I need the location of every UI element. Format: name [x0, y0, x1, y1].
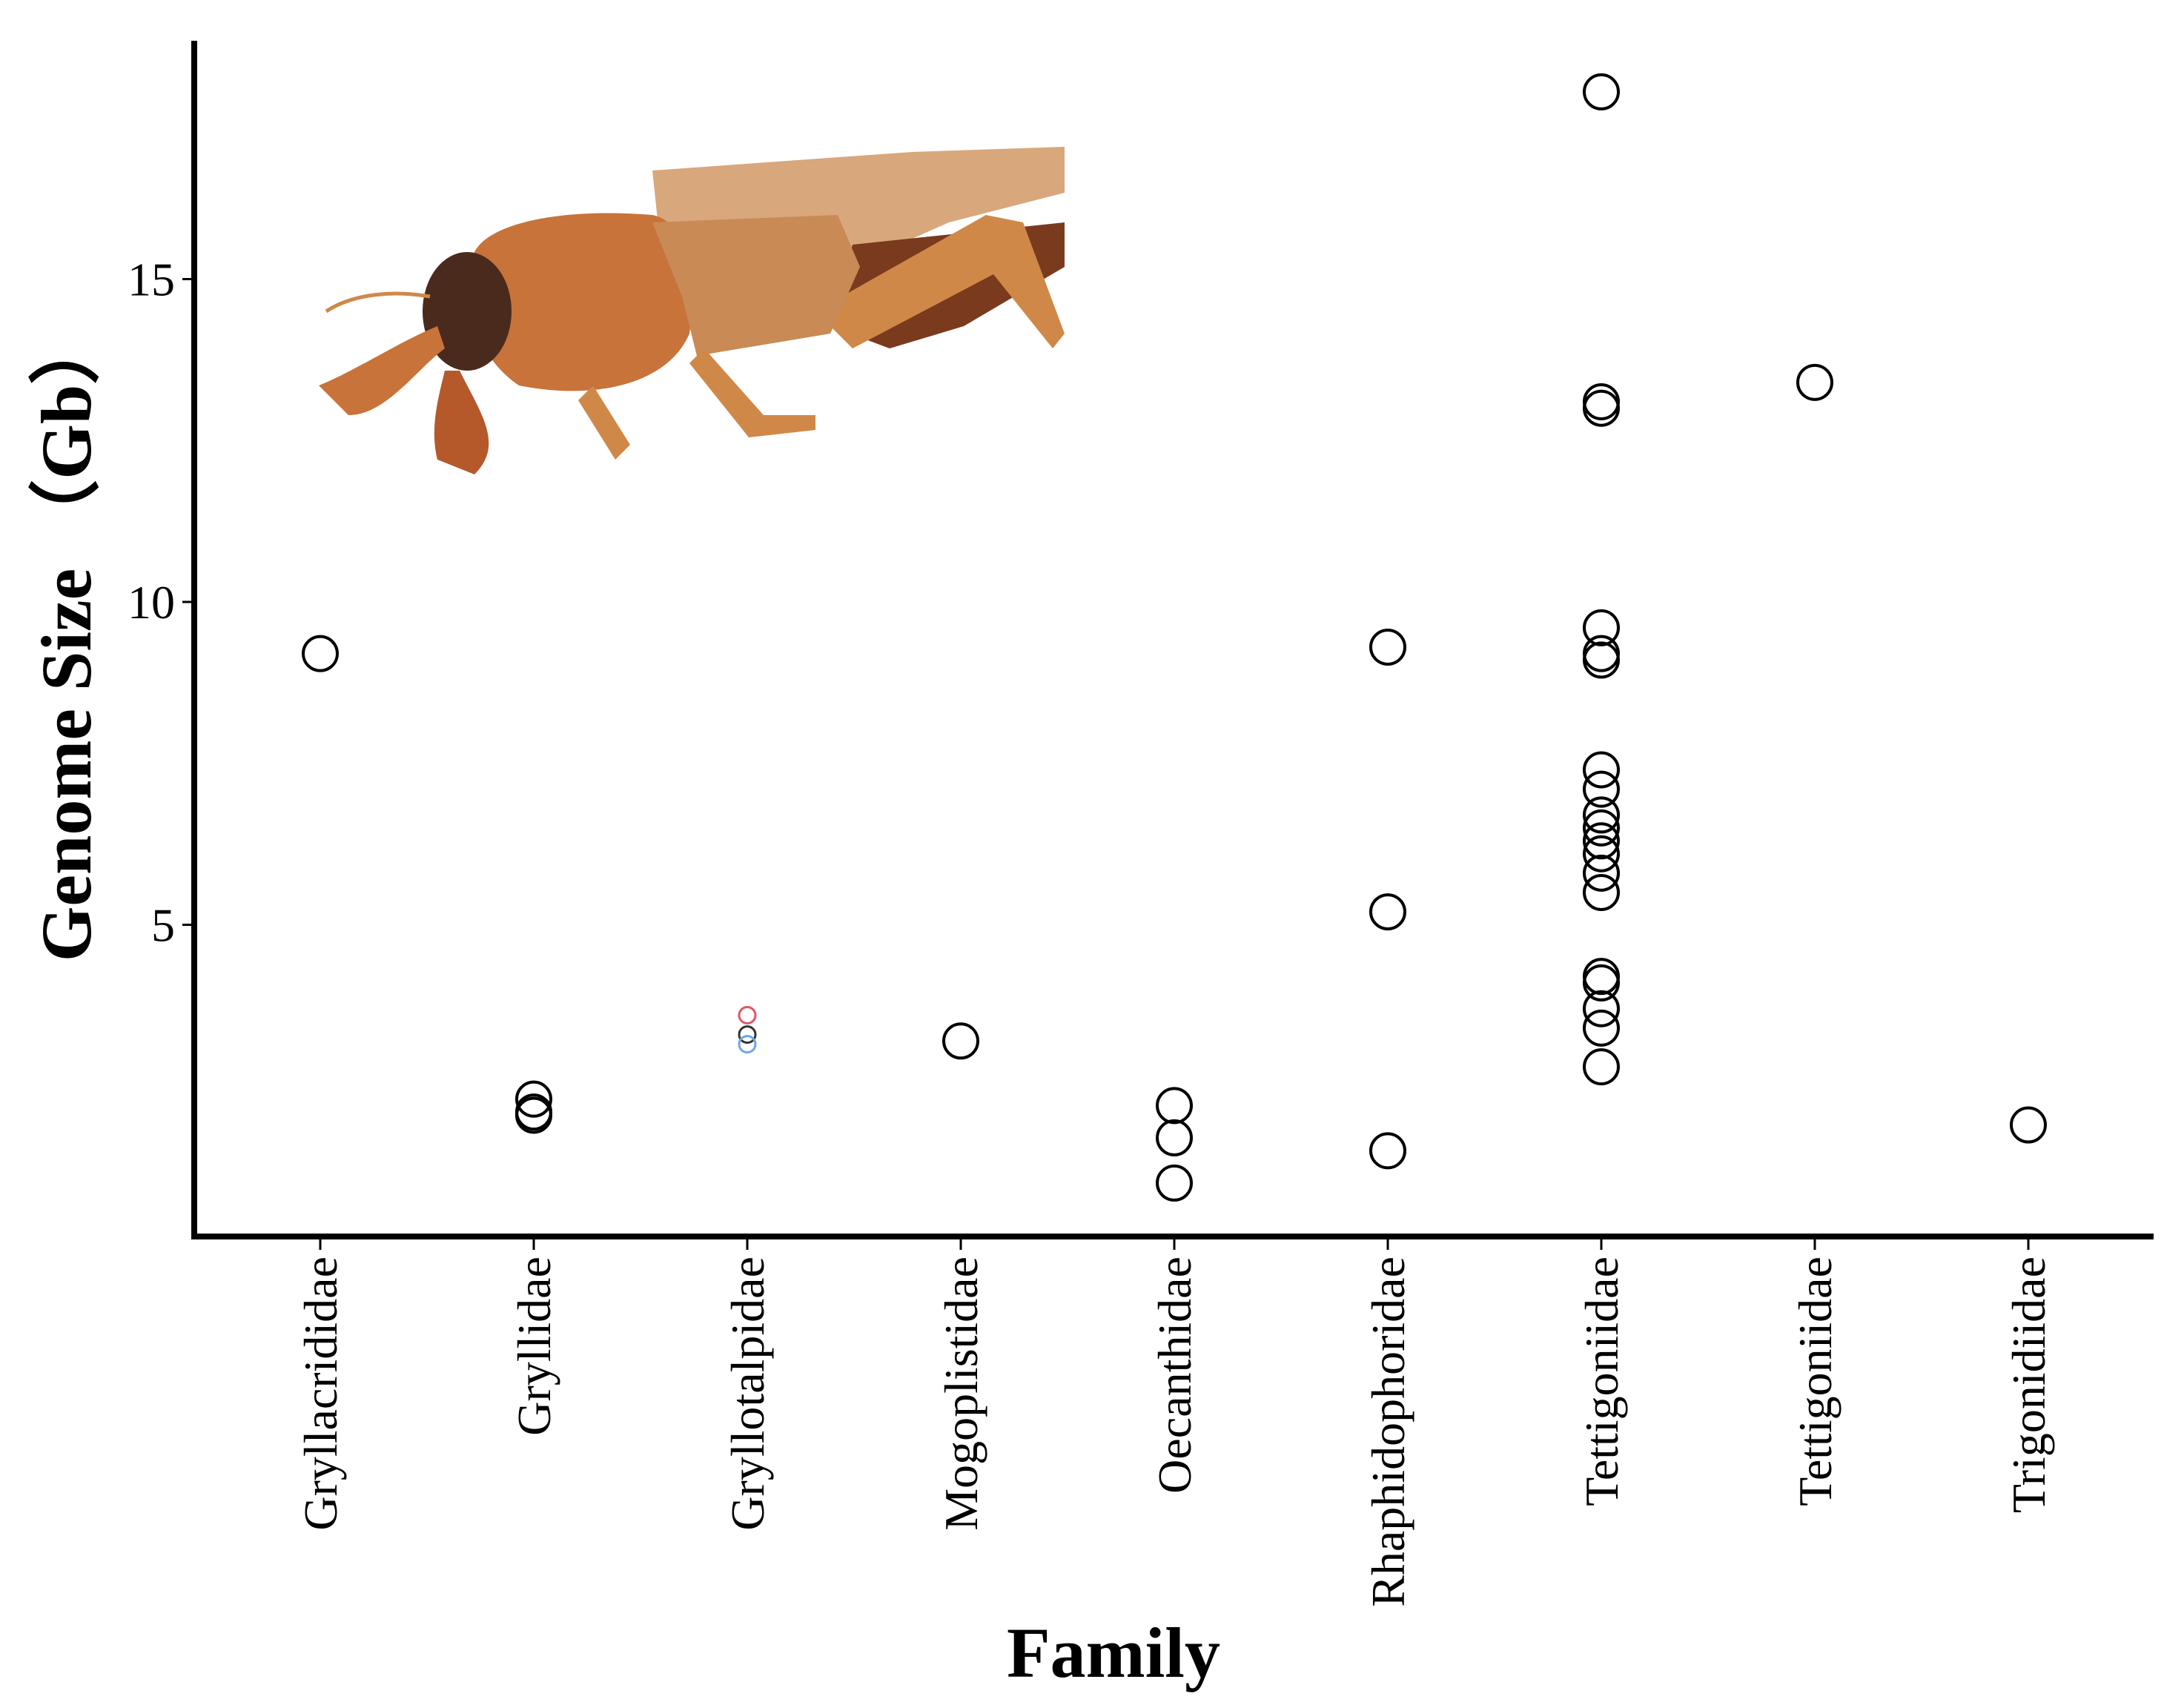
- cricket-pronotum: [469, 213, 692, 391]
- data-point: [1583, 822, 1620, 860]
- data-point: [1156, 1087, 1193, 1125]
- cricket-foreleg-left: [319, 326, 445, 415]
- data-point: [1583, 873, 1620, 911]
- data-point: [515, 1096, 552, 1134]
- data-point: [1369, 628, 1406, 666]
- data-point: [1369, 893, 1406, 931]
- data-point: [1583, 1048, 1620, 1086]
- x-tick-label-oecanthidae: Oecanthidae: [1148, 1257, 1201, 1494]
- cricket-mid-leg-2: [689, 348, 815, 437]
- data-point: [1583, 796, 1620, 834]
- x-axis-ticks: Gryllacrididae Gryllidae Gryllotalpidae Mog…: [294, 1239, 2055, 1607]
- cricket-antenna: [325, 291, 431, 314]
- x-tick-label-tettigoniidae: Tettigoniidae: [1789, 1257, 1841, 1506]
- x-tick-label-gryllotalpidae: Gryllotalpidae: [721, 1257, 774, 1531]
- data-point: [1583, 751, 1620, 789]
- data-point: [738, 1005, 757, 1024]
- y-axis-ticks: 5 10 15: [128, 254, 191, 952]
- data-point: [942, 1022, 979, 1060]
- x-axis-title: Family: [1007, 1613, 1220, 1692]
- x-tick-label-rhaphidophoridae: Rhaphidophoridae: [1362, 1257, 1414, 1607]
- data-point: [1583, 835, 1620, 873]
- x-tick-label-gryllacrididae: Gryllacrididae: [294, 1257, 347, 1531]
- data-point: [738, 1025, 757, 1044]
- data-point: [302, 635, 339, 672]
- y-axis-title: Genome Size （Gb）: [27, 314, 106, 962]
- cricket-head: [423, 252, 512, 371]
- mole-cricket-photo: [319, 147, 1065, 474]
- x-tick-label-gryllidae: Gryllidae: [508, 1257, 560, 1436]
- cricket-hind-leg: [815, 215, 1065, 348]
- x-tick-label-tettigoniidae: Tettigoniidae: [1575, 1257, 1628, 1506]
- cricket-mid-leg: [578, 385, 630, 460]
- y-tick-label: 10: [128, 576, 175, 629]
- data-point: [1583, 809, 1620, 847]
- data-point: [1369, 1132, 1406, 1170]
- data-point: [1583, 990, 1620, 1027]
- y-tick-label: 5: [151, 899, 175, 952]
- y-tick-label: 15: [128, 254, 175, 306]
- data-points: [302, 73, 2047, 1202]
- data-point: [738, 1035, 757, 1054]
- x-tick-label-trigonidiidae: Trigonidiidae: [2002, 1257, 2055, 1513]
- data-point: [515, 1080, 552, 1118]
- data-point: [1583, 1009, 1620, 1047]
- data-point: [1583, 964, 1620, 1002]
- data-point: [1156, 1119, 1193, 1156]
- cricket-foreleg-right: [434, 371, 489, 474]
- cricket-forewing: [652, 215, 860, 356]
- data-point: [1583, 770, 1620, 808]
- data-point: [2010, 1106, 2047, 1144]
- data-point: [1583, 609, 1620, 646]
- data-point: [1583, 389, 1620, 427]
- x-tick-label-mogoplistidae: Mogoplistidae: [935, 1257, 987, 1531]
- data-point: [1583, 854, 1620, 892]
- data-point: [1796, 363, 1833, 401]
- data-point: [1583, 73, 1620, 110]
- data-point: [1156, 1164, 1193, 1202]
- data-point: [1583, 641, 1620, 679]
